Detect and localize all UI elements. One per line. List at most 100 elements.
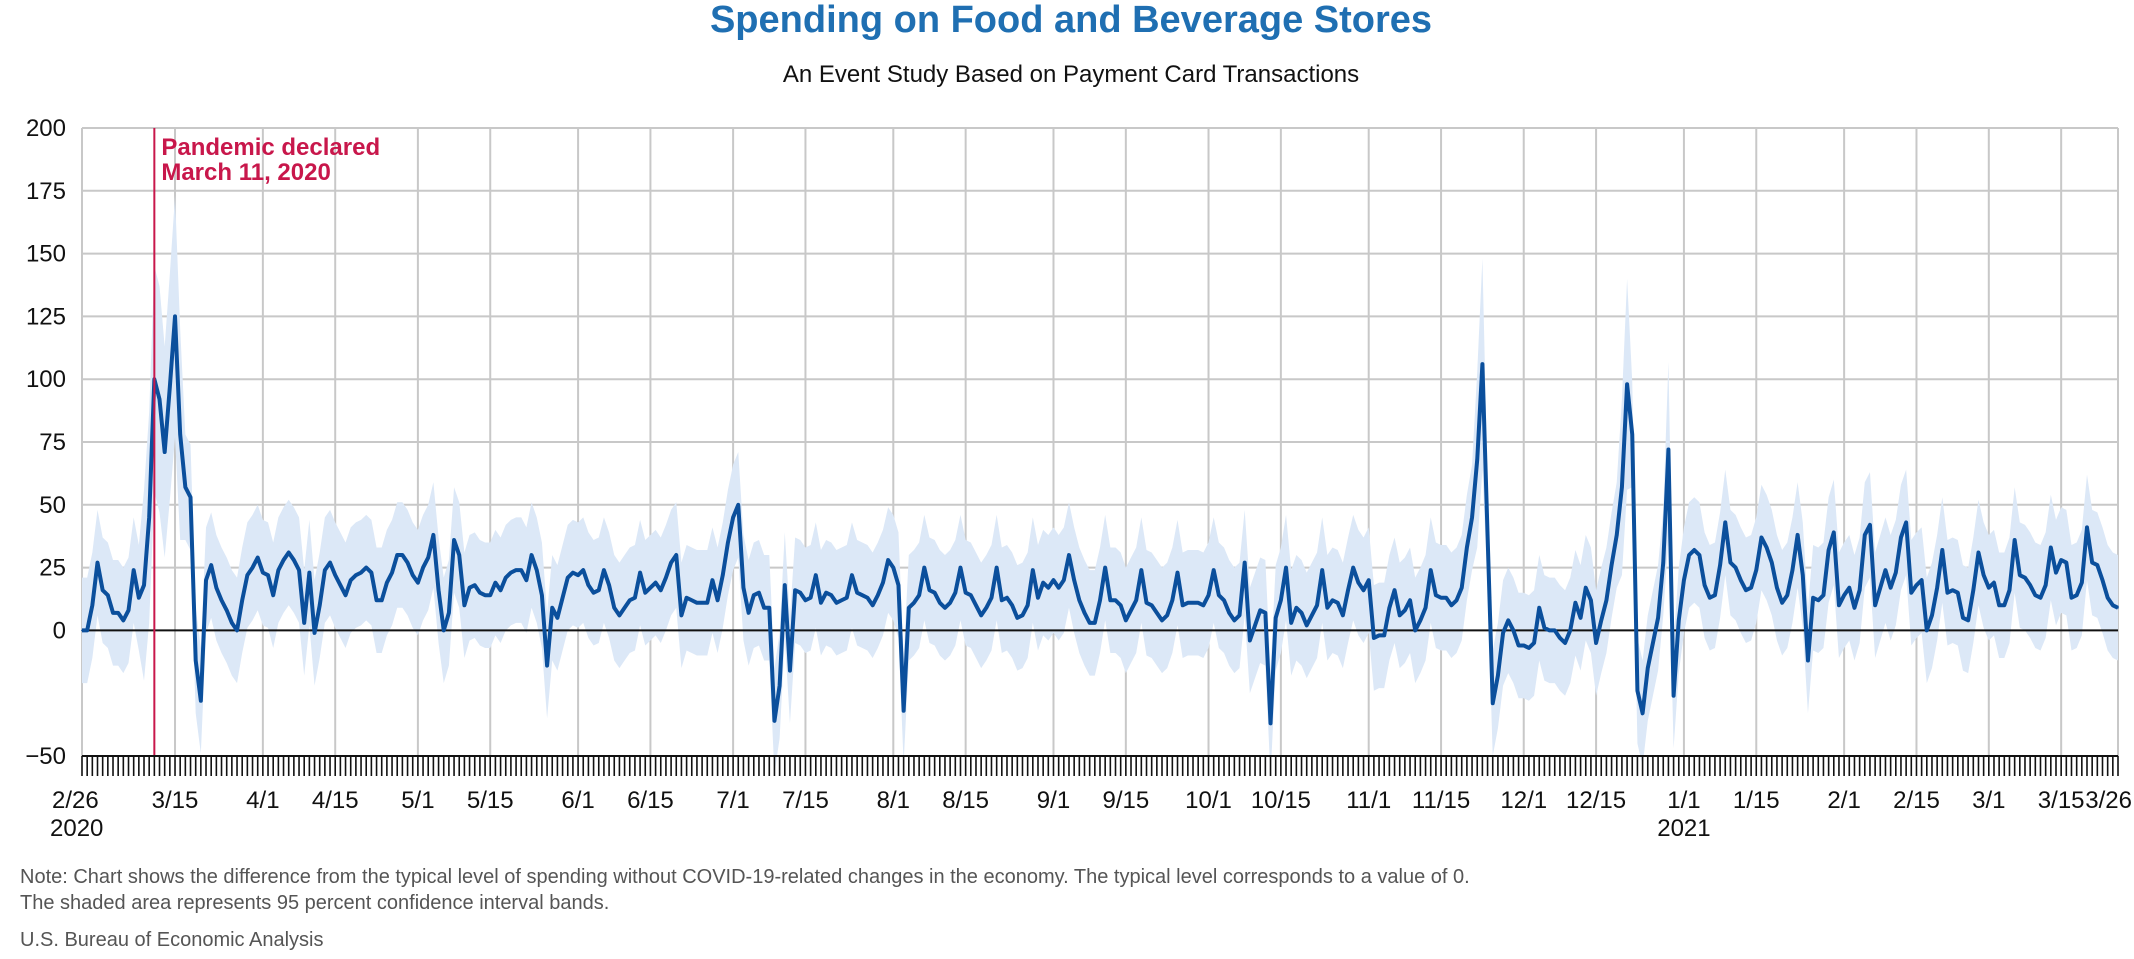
- data-point: [1228, 612, 1230, 614]
- data-point: [256, 556, 259, 559]
- data-point: [1321, 569, 1323, 571]
- data-point: [1564, 642, 1566, 644]
- data-point: [143, 584, 145, 586]
- data-point: [1998, 604, 2000, 607]
- data-point: [706, 601, 709, 604]
- data-point: [1626, 383, 1628, 386]
- data-point: [370, 571, 373, 574]
- data-point: [1962, 617, 1964, 619]
- data-point: [2086, 526, 2088, 529]
- data-point: [566, 576, 569, 579]
- data-point: [489, 594, 492, 597]
- data-point: [411, 574, 414, 576]
- data-point: [1047, 586, 1050, 589]
- data-point: [1187, 601, 1189, 604]
- data-point: [603, 569, 605, 571]
- data-point: [251, 566, 254, 569]
- data-point: [1336, 601, 1339, 604]
- data-point: [163, 451, 166, 453]
- data-point: [1770, 561, 1773, 564]
- data-point: [169, 385, 171, 388]
- data-point: [504, 576, 507, 579]
- data-point: [1424, 606, 1427, 609]
- data-point: [318, 604, 321, 607]
- x-tick-label: 10/1: [1185, 787, 1232, 814]
- data-point: [1900, 536, 1902, 539]
- data-point: [623, 606, 626, 609]
- data-point: [1150, 604, 1153, 607]
- x-tick-label: 11/1: [1346, 787, 1391, 814]
- data-point: [659, 589, 662, 592]
- data-point: [1734, 566, 1737, 569]
- data-point: [1274, 617, 1277, 619]
- data-point: [2003, 604, 2006, 607]
- y-tick-label: 50: [39, 492, 66, 519]
- data-point: [1698, 554, 1701, 556]
- data-point: [1739, 579, 1742, 581]
- data-point: [1042, 581, 1044, 584]
- data-point: [804, 599, 807, 602]
- data-point: [220, 599, 223, 602]
- data-point: [81, 629, 83, 632]
- data-point: [1853, 606, 1856, 609]
- data-point: [892, 566, 895, 569]
- data-point: [1703, 584, 1706, 586]
- data-point: [970, 594, 972, 597]
- data-point: [1910, 591, 1913, 594]
- data-point: [1832, 531, 1835, 534]
- data-point: [1238, 614, 1241, 617]
- data-point: [401, 554, 404, 556]
- data-point: [1094, 622, 1096, 624]
- data-point: [458, 554, 461, 556]
- data-point: [742, 586, 745, 589]
- data-point: [1874, 604, 1876, 607]
- data-point: [184, 486, 187, 489]
- data-point: [1548, 629, 1551, 632]
- data-point: [396, 554, 399, 556]
- data-point: [639, 571, 641, 574]
- data-point: [107, 594, 109, 597]
- data-point: [556, 617, 559, 619]
- x-tick-label: 3/15: [2038, 787, 2085, 814]
- data-point: [1528, 647, 1530, 649]
- data-point: [1517, 644, 1520, 647]
- x-tick-label: 2/26: [52, 787, 99, 814]
- data-point: [1285, 566, 1287, 569]
- data-point: [1796, 534, 1799, 536]
- note-line-1: Note: Chart shows the difference from th…: [20, 866, 1470, 888]
- data-point: [1218, 594, 1220, 597]
- data-point: [1946, 591, 1949, 594]
- data-point: [287, 551, 290, 554]
- data-point: [365, 566, 368, 569]
- data-point: [1233, 619, 1236, 622]
- data-point: [1088, 622, 1091, 624]
- data-point: [303, 622, 306, 624]
- data-point: [1941, 549, 1944, 551]
- data-point: [1574, 601, 1577, 604]
- x-tick-label: 6/1: [561, 787, 594, 814]
- data-point: [752, 594, 755, 597]
- data-point: [561, 596, 564, 599]
- data-point: [959, 566, 962, 569]
- data-point: [649, 586, 652, 589]
- data-point: [587, 584, 590, 586]
- data-point: [437, 589, 440, 592]
- data-point: [1915, 584, 1918, 586]
- data-point: [685, 596, 688, 599]
- data-point: [1114, 599, 1117, 602]
- data-point: [644, 591, 647, 594]
- data-point: [215, 586, 218, 589]
- data-point: [696, 601, 698, 604]
- data-point: [1905, 521, 1907, 524]
- data-point: [613, 606, 616, 609]
- data-point: [530, 554, 533, 556]
- data-point: [189, 496, 192, 499]
- data-point: [1843, 594, 1845, 597]
- data-point: [794, 589, 796, 592]
- data-point: [1688, 554, 1690, 556]
- data-point: [1615, 534, 1618, 536]
- data-point: [112, 612, 114, 614]
- data-point: [1838, 604, 1840, 607]
- data-point: [1393, 589, 1396, 592]
- data-point: [262, 571, 264, 574]
